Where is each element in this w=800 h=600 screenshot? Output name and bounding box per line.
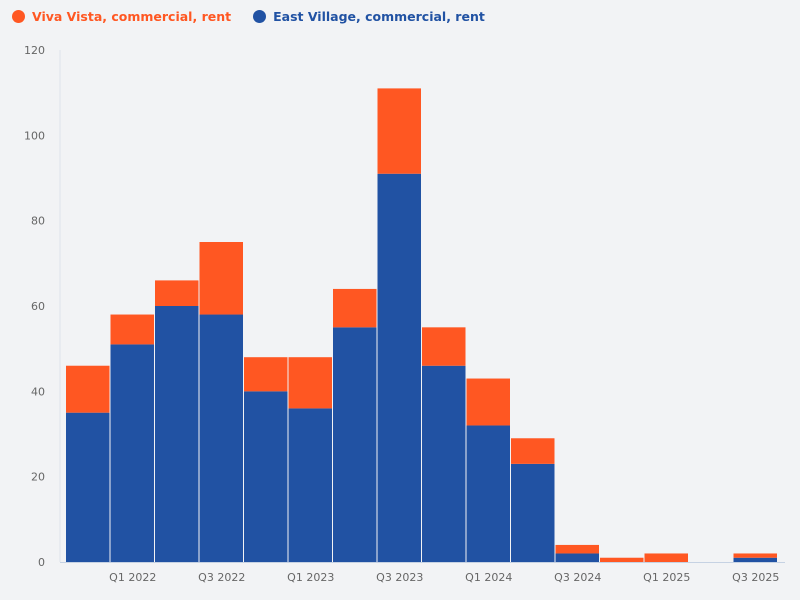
bar-segment[interactable]: [555, 544, 600, 554]
legend: Viva Vista, commercial, rent East Villag…: [12, 9, 485, 24]
legend-label: Viva Vista, commercial, rent: [32, 9, 232, 24]
bar-segment[interactable]: [333, 288, 377, 328]
bar-segment[interactable]: [377, 173, 422, 562]
x-tick-label: Q3 2025: [732, 571, 779, 584]
bar-segment[interactable]: [66, 365, 110, 413]
bar-segment[interactable]: [244, 391, 288, 562]
x-tick-label: Q3 2022: [198, 571, 245, 584]
bar-segment[interactable]: [199, 242, 244, 315]
legend-item-viva-vista[interactable]: Viva Vista, commercial, rent: [12, 9, 231, 24]
y-tick-label: 40: [31, 385, 45, 398]
y-tick-label: 0: [38, 556, 45, 569]
bar-segment[interactable]: [422, 327, 466, 366]
legend-item-east-village[interactable]: East Village, commercial, rent: [253, 9, 485, 24]
bar-segment[interactable]: [555, 553, 600, 562]
bar-segment[interactable]: [288, 408, 333, 562]
bar-segment[interactable]: [377, 88, 422, 174]
bar-segment[interactable]: [333, 327, 377, 562]
x-tick-label: Q3 2024: [554, 571, 601, 584]
y-tick-label: 100: [24, 129, 45, 142]
legend-label: East Village, commercial, rent: [273, 9, 485, 24]
y-tick-label: 120: [24, 44, 45, 57]
bar-segment[interactable]: [199, 314, 244, 562]
bar-segment[interactable]: [66, 412, 110, 562]
bar-segment[interactable]: [155, 280, 199, 306]
legend-dot-icon: [12, 10, 25, 23]
bar-segment[interactable]: [511, 438, 555, 464]
bar-segment[interactable]: [466, 378, 511, 426]
bar-segment[interactable]: [600, 557, 644, 562]
bar-segment[interactable]: [644, 553, 689, 562]
bar-segment[interactable]: [733, 557, 778, 562]
legend-dot-icon: [253, 10, 267, 23]
bar-segment[interactable]: [466, 425, 511, 562]
bar-segment[interactable]: [110, 344, 155, 562]
x-tick-label: Q1 2023: [287, 571, 334, 584]
x-tick-label: Q1 2022: [109, 571, 156, 584]
y-tick-label: 80: [31, 215, 45, 228]
x-tick-label: Q1 2024: [465, 571, 512, 584]
x-tick-label: Q1 2025: [643, 571, 690, 584]
x-tick-label: Q3 2023: [376, 571, 423, 584]
y-tick-label: 20: [31, 471, 45, 484]
bar-segment[interactable]: [422, 365, 466, 562]
bar-segment[interactable]: [511, 463, 555, 562]
bar-segment[interactable]: [288, 357, 333, 409]
y-tick-label: 60: [31, 300, 45, 313]
bar-segment[interactable]: [110, 314, 155, 345]
bar-segment[interactable]: [244, 357, 288, 392]
bar-segment[interactable]: [733, 553, 778, 558]
bar-segment[interactable]: [155, 306, 199, 562]
